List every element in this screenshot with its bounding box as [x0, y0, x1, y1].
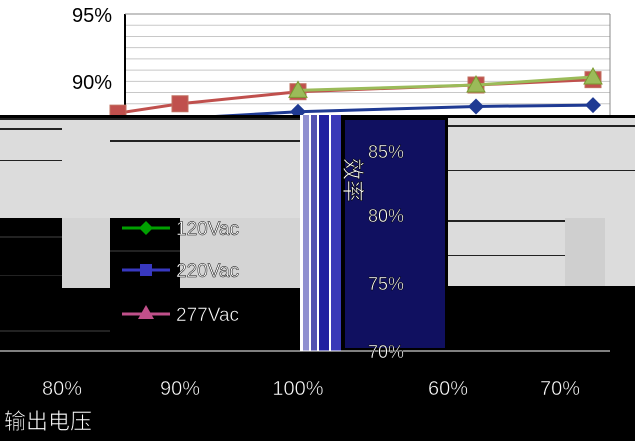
light-block-left [62, 218, 110, 288]
upper-y-tick-label-90: 90% [72, 72, 112, 94]
legend-marker-220vac [140, 264, 152, 276]
legend-label-120vac: 120Vac [176, 219, 239, 240]
upper-y-tick-label-95: 95% [72, 5, 112, 27]
scanline-stripe [0, 275, 62, 276]
scanline-stripe [448, 220, 565, 222]
lower-y-ticks: 85% 80% 75% 70% [368, 142, 405, 363]
scanline-stripe [110, 250, 180, 252]
upper-plot-background [125, 14, 610, 115]
lower-y-tick-label-70: 70% [368, 342, 404, 362]
y-axis-label: 效率 [340, 158, 365, 202]
scanline-stripe [448, 255, 565, 256]
light-block-mid [180, 218, 300, 288]
x-axis-label: 输出电压 [4, 409, 92, 434]
scanline-stripe [0, 128, 62, 130]
scanline-stripe [0, 330, 110, 332]
lower-scanline-stripes [0, 118, 635, 332]
legend-label-220vac: 220Vac [176, 261, 239, 282]
lower-y-tick-label-80: 80% [368, 206, 404, 226]
series-point-120vac-90pct [468, 98, 484, 115]
legend: 120Vac 220Vac 277Vac [122, 219, 239, 326]
blue-stripe-1 [303, 115, 309, 351]
series-point-277vac-90pct [466, 74, 486, 93]
blue-stripe-3 [319, 115, 329, 351]
series-point-220vac-70pct [171, 95, 189, 113]
legend-marker-120vac [139, 221, 153, 235]
x-tick-label-70: 70% [540, 378, 580, 400]
blue-stripe-4 [331, 115, 341, 351]
legend-label-277vac: 277Vac [176, 305, 239, 326]
x-tick-label-80: 80% [42, 378, 82, 400]
x-tick-label-100: 100% [272, 378, 323, 400]
scanline-stripe [110, 140, 300, 142]
upper-gridlines [125, 24, 610, 105]
lower-y-tick-label-75: 75% [368, 274, 404, 294]
legend-marker-277vac [138, 305, 154, 319]
upper-plot-panel: 95% 90% [72, 5, 611, 125]
lower-glitch-region [0, 115, 635, 441]
scanline-stripe [0, 160, 62, 161]
series-point-277vac-100pct [583, 66, 603, 85]
series-point-120vac-100pct [585, 97, 601, 114]
scanline-stripe [448, 125, 635, 127]
light-band-left [0, 118, 300, 218]
scanline-stripe [0, 236, 62, 238]
navy-stripe [345, 120, 445, 348]
x-tick-label-90: 90% [160, 378, 200, 400]
light-band-right [448, 118, 635, 286]
series-point-277vac-80pct [288, 80, 308, 98]
scanline-stripe [448, 170, 635, 171]
blue-stripe-2 [311, 115, 317, 351]
scanline-stripe [0, 118, 300, 120]
light-block-right [565, 218, 605, 286]
lower-y-tick-label-85: 85% [368, 142, 404, 162]
x-tick-label-60: 60% [428, 378, 468, 400]
lower-x-ticks: 80% 90% 100% 60% 70% [42, 378, 581, 401]
